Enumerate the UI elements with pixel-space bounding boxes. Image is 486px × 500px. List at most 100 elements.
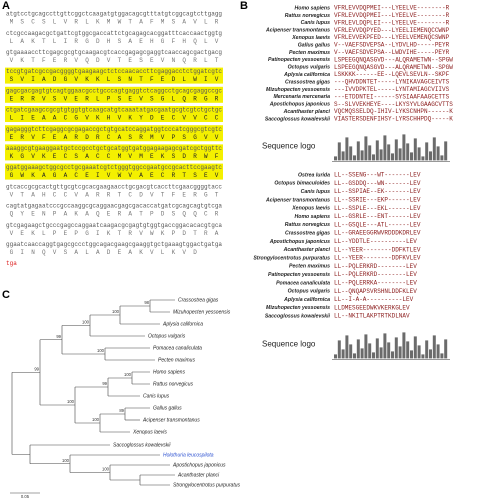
- bootstrap: 100: [92, 417, 100, 422]
- logo-letter: [421, 156, 425, 161]
- panel-c: 98 100 100 100 99 100 99 89 100 100 99 100 100 Crasso…: [10, 297, 240, 499]
- species-name: Patinopecten yessoensis: [268, 57, 330, 63]
- sequence: LL--GSDDQ---WN-------LEV: [334, 180, 421, 187]
- logo-letter: [413, 138, 417, 161]
- species-name: Mercenaria mercenaria: [273, 94, 330, 100]
- species-name: Acipenser transmontanus: [265, 197, 330, 203]
- sequence: LL--YEER--------DDFKVLEV: [334, 255, 421, 262]
- bootstrap: 98: [144, 300, 149, 305]
- sequence: LSPEEGQNQASGVD---ALQRAMETWN--SPGW: [334, 64, 453, 71]
- logo-letter: [356, 339, 360, 359]
- nucleotide-row: aaaggcgtgaaggaatgctccgcctgctgcatggtgatgg…: [6, 145, 222, 152]
- sequence: VFRLEVVEKPFED---LYEELVEMENQCSWNP: [334, 34, 450, 41]
- logo-letter: [394, 337, 398, 359]
- species-name: Xenopus laevis: [291, 206, 330, 212]
- nucleotide-row: gagcgacgagtgtcagtggaacgcctgcccagtgaggtct…: [6, 87, 222, 94]
- logo-letter: [364, 136, 368, 161]
- species-name: Xenopus laevis: [291, 35, 330, 41]
- leaf-label: Octopus vulgaris: [148, 333, 186, 339]
- sequence: LL--GSRLE---ENT------LEV: [334, 213, 421, 220]
- sequence: ---QHVDDNTET-----LYNIKAVAGCEIVTS: [334, 79, 450, 86]
- logo-letter: [406, 143, 410, 161]
- logo-letter: [413, 336, 417, 359]
- sequence: LL--PQLERKRD--------LEV: [334, 271, 417, 278]
- species-name: Acanthaster planci: [283, 247, 331, 253]
- species-name: Crassostrea gigas: [285, 230, 330, 236]
- leaf-label: Holothuria leucospilota: [163, 452, 214, 458]
- logo-letter: [429, 349, 432, 359]
- species-name: Canis lupus: [301, 20, 331, 26]
- leaf-label: Homo sapiens: [153, 369, 185, 375]
- species-name: Aplysia californica: [283, 72, 330, 78]
- sequence: LL--GSQLE---ATL------LEV: [334, 221, 421, 228]
- species-name: Saccoglossus kowalevskii: [265, 313, 331, 319]
- sequence: S--SLVVEKHEYE----LKYSYVLGAAGCVTTS: [334, 101, 453, 108]
- species-name: Mizuhopecten yessoensis: [266, 305, 330, 311]
- species-name: Crassostrea gigas: [285, 79, 330, 85]
- sequence: LL--QNQAPSVRSHNLDDFKLEV: [334, 288, 417, 295]
- sequence: VFRLEVVDQPMEI---LYEELVE--------R: [334, 5, 450, 12]
- sequence: VFRLEVVDQPYED---LYEELIEMENQCCWNP: [334, 27, 450, 34]
- bootstrap: 99: [102, 381, 107, 386]
- scale-label: 0.05: [21, 494, 30, 499]
- logo-letter: [375, 140, 379, 161]
- logo-letter: [425, 142, 429, 161]
- panel-label: C: [2, 289, 10, 301]
- logo-letter: [360, 150, 364, 161]
- logo-letter: [383, 135, 387, 161]
- logo-letter: [341, 151, 345, 161]
- amino-acid-row: LAKTLIRGDHSAEHGFHQLV: [10, 38, 226, 45]
- leaf-label: Canis lupus: [143, 393, 170, 399]
- amino-acid-row: SVIADGVKKLSNTFEDLWIV: [10, 76, 226, 83]
- sequence: VFRLEVVDQPMEI---LYEELVE--------R: [334, 12, 450, 19]
- sequence: V--VAEFSDVEPSA--LWDVIHE-----PEYR: [334, 49, 450, 56]
- bootstrap: 100: [112, 309, 120, 314]
- logo-letter: [353, 155, 356, 161]
- sequence: VIASTERSDENFIHSY-LYRSCHHPDQ-----K: [334, 116, 453, 123]
- bootstrap: 100: [82, 320, 90, 325]
- sequence: LL--SSPLE---EKL------LEV: [334, 205, 421, 212]
- panel-a: atgtcctgcagccttgttcggctcaagatgtggacagcgt…: [5, 11, 226, 267]
- logo-letter: [375, 338, 379, 359]
- leaf-label: Strongylocentrotus purpuratus: [173, 482, 240, 488]
- logo-letter: [349, 344, 353, 359]
- panel-b: Homo sapiens VFRLEVVDQPMEI---LYEELVE-----…: [253, 5, 453, 360]
- bootstrap: 100: [97, 348, 105, 353]
- logo-letter: [444, 339, 448, 359]
- species-name: Rattus norvegicus: [285, 222, 330, 228]
- sequence: LSKKKK------EE--LQEVLSEVLN--SKPF: [334, 71, 450, 78]
- panel-label: A: [2, 0, 10, 12]
- highlight: [5, 106, 223, 122]
- nucleotide-row: gtcaccgcgcactgttgcgtcgcacgaagaacctgcgacg…: [6, 183, 222, 190]
- logo-letter: [387, 342, 391, 359]
- logo-letter: [337, 340, 341, 359]
- logo-letter: [410, 350, 413, 359]
- sequence: LL--GRAEEGGRWVRDDDKDRLEV: [334, 230, 421, 237]
- amino-acid-row: GWKAGACEIVWVAECRTSEV: [10, 172, 226, 179]
- species-name: Rattus norvegicus: [285, 13, 330, 19]
- species-name: Aplysia californica: [283, 297, 330, 303]
- species-name: Homo sapiens: [295, 214, 331, 220]
- logo-letter: [349, 146, 353, 161]
- sequence: LL--NKITLAKPTRTKDLNAV: [334, 313, 410, 320]
- leaf-label: Xenopus laevis: [132, 429, 167, 435]
- logo-letter: [429, 151, 432, 161]
- nucleotide-row: gtcgagaagctgcccgagccaggaatcaagacgcgagtgt…: [6, 222, 222, 229]
- logo-letter: [406, 341, 410, 359]
- species-name: Canis lupus: [301, 189, 331, 195]
- highlight: [5, 163, 223, 180]
- nucleotide-row: gagagggtcttcgaggcgcgagaccgctgtgcatccagga…: [6, 126, 222, 133]
- logo-letter: [436, 344, 440, 359]
- species-name: Gallus gallus: [298, 42, 330, 48]
- logo-letter: [417, 147, 421, 161]
- leaf-label: Mizuhopecten yessoensis: [173, 309, 231, 315]
- logo-letter: [368, 145, 372, 161]
- logo-letter: [360, 348, 364, 359]
- logo-letter: [353, 353, 356, 359]
- logo-letter: [334, 354, 337, 359]
- logo-letter: [432, 137, 436, 161]
- species-name: Pecten maximus: [289, 50, 330, 56]
- logo-letter: [341, 349, 345, 359]
- sequence: ---IVVDPKTEL-----LYNTAMIAGCVIIVS: [334, 86, 450, 93]
